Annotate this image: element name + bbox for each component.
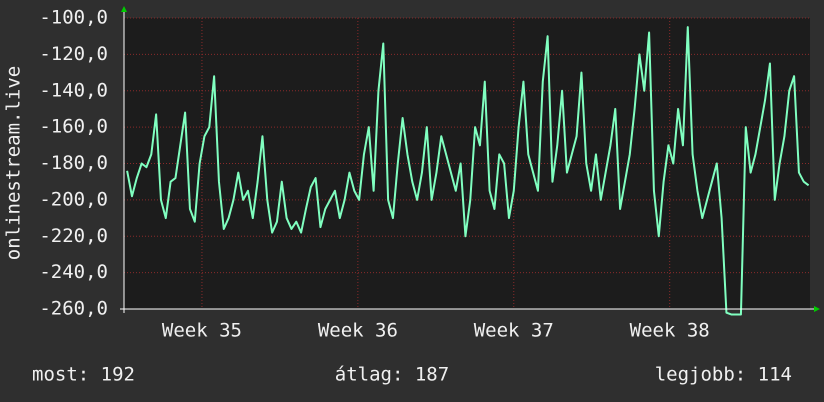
y-axis-arrow [121,6,127,12]
x-axis-arrow [814,306,820,312]
y-tick-label: -240,0 [39,261,108,283]
x-tick-label: Week 37 [474,320,554,342]
marks [126,26,810,316]
y-tick-label: -200,0 [39,188,108,210]
footer-average: átlag: 187 [335,364,449,386]
data-line [126,26,810,316]
y-axis-label: onlinestream.live [3,66,25,260]
y-tick-label: -160,0 [39,116,108,138]
y-tick-label: -180,0 [39,152,108,174]
y-tick-label: -100,0 [39,7,108,29]
y-tick-label: -220,0 [39,225,108,247]
y-tick-label: -140,0 [39,79,108,101]
x-tick-label: Week 38 [630,320,710,342]
x-tick-label: Week 36 [318,320,398,342]
y-tick-label: -260,0 [39,298,108,320]
footer-best: legjobb: 114 [655,364,792,386]
x-tick-label: Week 35 [162,320,242,342]
footer-current: most: 192 [32,364,135,386]
y-tick-label: -120,0 [39,43,108,65]
